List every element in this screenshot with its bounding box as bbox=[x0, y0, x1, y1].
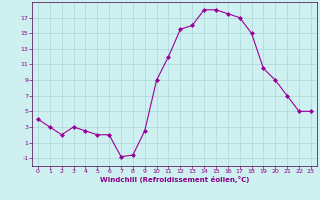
X-axis label: Windchill (Refroidissement éolien,°C): Windchill (Refroidissement éolien,°C) bbox=[100, 176, 249, 183]
